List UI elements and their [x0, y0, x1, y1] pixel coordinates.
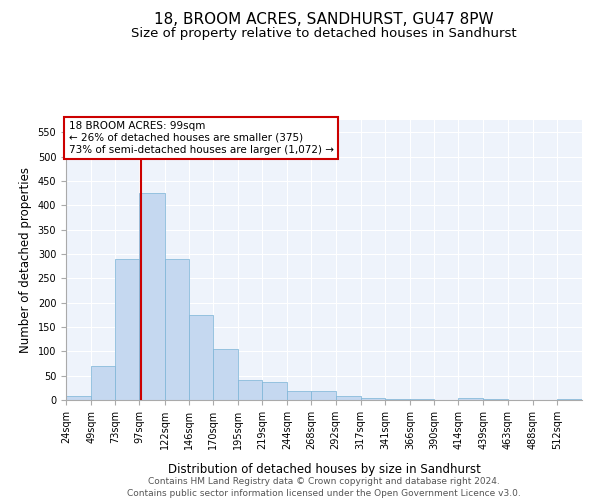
Bar [335, 396, 361, 400]
Bar [361, 398, 385, 400]
Bar [189, 315, 213, 400]
Text: Contains HM Land Registry data © Crown copyright and database right 2024.
Contai: Contains HM Land Registry data © Crown c… [127, 477, 521, 498]
Bar [262, 382, 287, 400]
Bar [311, 391, 335, 400]
Bar [139, 193, 164, 400]
Bar [66, 396, 91, 400]
Bar [164, 259, 189, 400]
Bar [287, 391, 311, 400]
Bar [213, 349, 238, 400]
Bar [238, 380, 262, 400]
Y-axis label: Number of detached properties: Number of detached properties [19, 167, 32, 353]
Text: Size of property relative to detached houses in Sandhurst: Size of property relative to detached ho… [131, 28, 517, 40]
Bar [115, 259, 139, 400]
Bar [410, 399, 434, 400]
Text: 18, BROOM ACRES, SANDHURST, GU47 8PW: 18, BROOM ACRES, SANDHURST, GU47 8PW [154, 12, 494, 28]
Text: Distribution of detached houses by size in Sandhurst: Distribution of detached houses by size … [167, 464, 481, 476]
Bar [484, 399, 508, 400]
Text: 18 BROOM ACRES: 99sqm
← 26% of detached houses are smaller (375)
73% of semi-det: 18 BROOM ACRES: 99sqm ← 26% of detached … [68, 122, 334, 154]
Bar [91, 366, 115, 400]
Bar [557, 398, 582, 400]
Bar [385, 399, 410, 400]
Bar [458, 398, 484, 400]
